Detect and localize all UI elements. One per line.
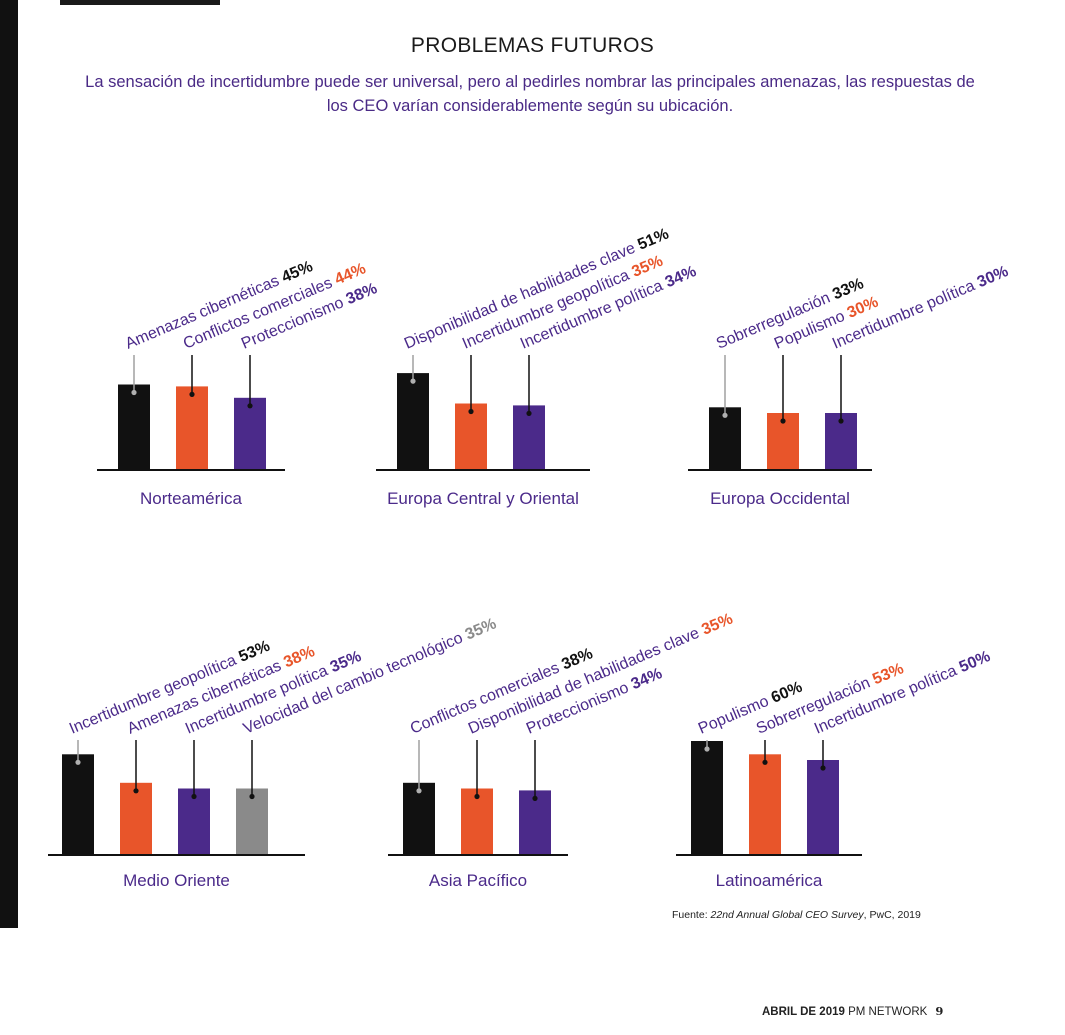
- source-title: 22nd Annual Global CEO Survey: [710, 909, 864, 921]
- chart-title: Europa Occidental: [710, 489, 850, 508]
- bar: [234, 397, 266, 470]
- chart-panel-2: Disponibilidad de habilidades clave 51%I…: [376, 225, 699, 508]
- chart-panel-3: Sobrerregulación 33%Populismo 30%Incerti…: [688, 263, 1011, 508]
- source-suffix: , PwC, 2019: [863, 909, 921, 921]
- value-label: 35%: [699, 610, 735, 638]
- page-edge-bar: [0, 0, 18, 928]
- page-footer: ABRIL DE 2019 PM NETWORK 9: [762, 1004, 943, 1018]
- bar: [120, 782, 152, 855]
- page-number: 9: [935, 1004, 944, 1018]
- value-label: 34%: [629, 665, 665, 693]
- leader-dot: [247, 403, 253, 409]
- bar: [691, 741, 723, 855]
- leader-dot: [249, 793, 255, 800]
- value-label: 35%: [463, 615, 499, 643]
- bar: [807, 760, 839, 855]
- chart-panel-6: Populismo 60%Sobrerregulación 53%Incerti…: [676, 648, 993, 890]
- leader-dot: [532, 795, 538, 802]
- leader-dot: [526, 410, 532, 416]
- category-label: Velocidad del cambio tecnológico 35%: [241, 615, 499, 737]
- value-label: 50%: [957, 648, 993, 676]
- leader-dot: [75, 759, 81, 765]
- chart-panel-1: Amenazas cibernéticas 45%Conflictos come…: [97, 258, 380, 508]
- chart-title: Latinoamérica: [716, 871, 823, 890]
- value-label: 34%: [663, 263, 699, 291]
- value-label: 38%: [344, 280, 380, 308]
- bar: [62, 754, 94, 855]
- bar: [178, 788, 210, 855]
- page-title: PROBLEMAS FUTUROS: [410, 34, 655, 57]
- chart-title: Medio Oriente: [123, 871, 230, 890]
- category-label: Disponibilidad de habilidades clave 35%: [466, 610, 735, 737]
- leader-dot: [762, 759, 768, 765]
- bar: [455, 403, 487, 470]
- category-name: Disponibilidad de habilidades clave: [466, 623, 706, 738]
- top-rule: [60, 0, 220, 5]
- leader-dot: [704, 746, 710, 752]
- bar: [118, 384, 150, 470]
- bar: [397, 373, 429, 470]
- bar: [236, 788, 268, 855]
- bar: [461, 788, 493, 855]
- bar: [749, 754, 781, 855]
- leader-dot: [189, 391, 195, 397]
- footer-month: ABRIL DE 2019: [762, 1006, 845, 1018]
- leader-dot: [133, 788, 139, 794]
- bar: [513, 405, 545, 470]
- leader-dot: [474, 793, 480, 800]
- leader-dot: [468, 408, 474, 415]
- leader-dot: [780, 418, 786, 424]
- value-label: 51%: [635, 225, 671, 253]
- leader-dot: [722, 412, 728, 418]
- chart-title: Europa Central y Oriental: [387, 489, 579, 508]
- value-label: 30%: [975, 263, 1011, 291]
- bar: [176, 386, 208, 470]
- leader-dot: [820, 765, 826, 771]
- source-prefix: Fuente:: [672, 909, 711, 921]
- page-subtitle: La sensación de incertidumbre puede ser …: [85, 73, 975, 115]
- leader-dot: [410, 378, 416, 384]
- chart-title: Norteamérica: [140, 489, 243, 508]
- leader-dot: [191, 793, 197, 800]
- bar: [519, 790, 551, 855]
- bar: [403, 782, 435, 855]
- leader-dot: [838, 418, 844, 424]
- source-note: Fuente: 22nd Annual Global CEO Survey, P…: [672, 909, 921, 921]
- chart-title: Asia Pacífico: [429, 871, 527, 890]
- footer-publication: PM NETWORK: [848, 1006, 928, 1018]
- leader-dot: [131, 389, 137, 396]
- leader-dot: [416, 788, 422, 794]
